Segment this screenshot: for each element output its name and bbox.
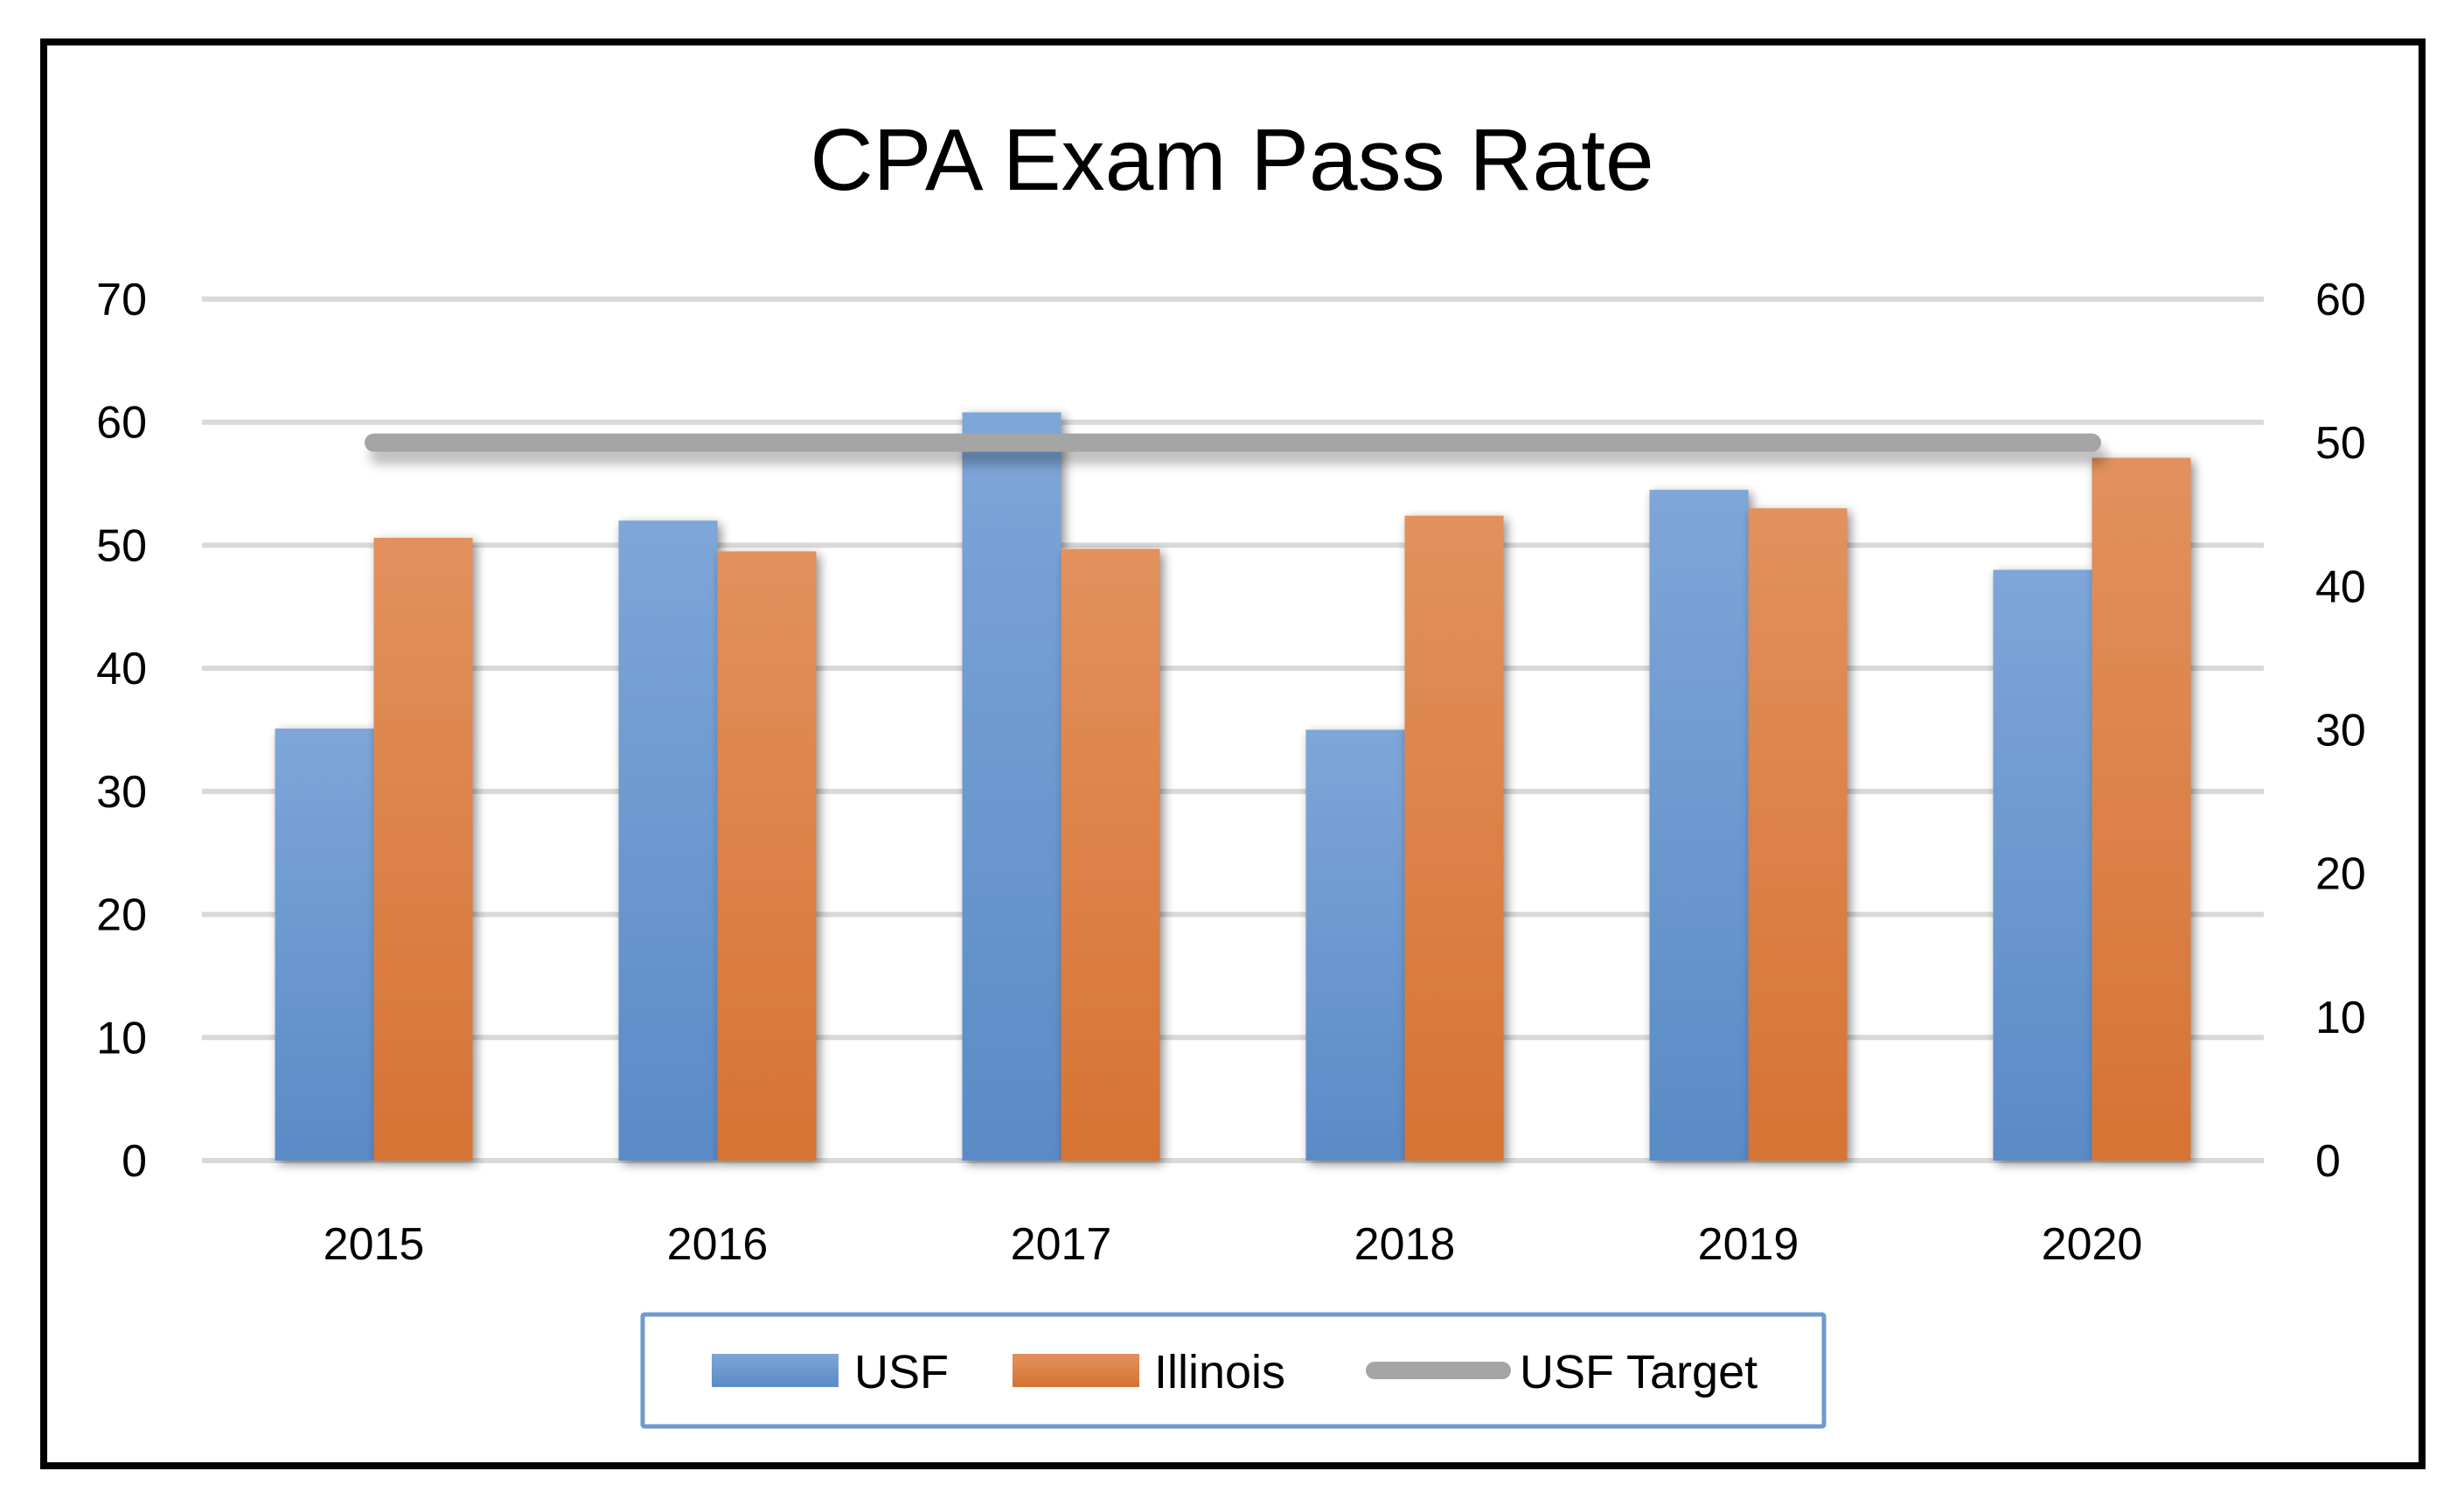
y-tick-label: 60	[96, 398, 147, 449]
y-tick-label: 20	[96, 890, 147, 941]
y-axis-primary: 0 10 20 30 40 50 60 70	[96, 275, 147, 1187]
y2-tick-label: 60	[2315, 275, 2366, 325]
legend-swatch-illinois	[1013, 1354, 1139, 1387]
bar-illinois-2016	[717, 551, 817, 1161]
target-line-series	[365, 433, 2107, 465]
y-tick-label: 40	[96, 644, 147, 694]
bar-usf-2019	[1649, 490, 1749, 1161]
legend-label-usf: USF	[854, 1346, 949, 1398]
y-tick-label: 50	[96, 520, 147, 571]
y-axis-secondary: 0 10 20 30 40 50 60	[2315, 275, 2366, 1187]
y2-tick-label: 50	[2315, 418, 2366, 469]
y2-tick-label: 0	[2315, 1136, 2341, 1187]
legend-entry-usf-target: USF Target	[1366, 1346, 1758, 1398]
bar-usf-2016	[618, 520, 718, 1161]
legend-label-illinois: Illinois	[1154, 1346, 1285, 1398]
chart-title: CPA Exam Pass Rate	[810, 111, 1653, 209]
legend-swatch-usf	[712, 1354, 839, 1387]
y2-tick-label: 10	[2315, 993, 2366, 1043]
x-tick-label: 2016	[667, 1219, 769, 1270]
x-tick-label: 2019	[1698, 1219, 1799, 1270]
bar-illinois-2019	[1748, 508, 1848, 1161]
bar-usf-2015	[275, 729, 374, 1161]
x-tick-label: 2020	[2042, 1219, 2143, 1270]
x-tick-label: 2015	[324, 1219, 425, 1270]
x-tick-label: 2018	[1354, 1219, 1456, 1270]
bar-illinois-2020	[2092, 457, 2191, 1161]
y2-tick-label: 40	[2315, 561, 2366, 612]
bar-usf-2018	[1305, 729, 1405, 1161]
legend-entry-usf: USF	[712, 1346, 949, 1398]
y-tick-label: 0	[122, 1136, 147, 1187]
bars	[275, 412, 2191, 1161]
gridlines	[202, 296, 2264, 1163]
y-tick-label: 10	[96, 1013, 147, 1063]
x-tick-label: 2017	[1011, 1219, 1112, 1270]
bar-illinois-2015	[373, 537, 473, 1161]
bar-usf-2020	[1993, 569, 2092, 1161]
legend: USF Illinois USF Target	[640, 1312, 1827, 1429]
y-tick-label: 70	[96, 275, 147, 325]
bar-usf-2017	[962, 412, 1061, 1161]
legend-entry-illinois: Illinois	[1013, 1346, 1285, 1398]
bar-illinois-2017	[1061, 548, 1160, 1161]
y-tick-label: 30	[96, 767, 147, 818]
y2-tick-label: 30	[2315, 706, 2366, 756]
bar-illinois-2018	[1404, 515, 1504, 1161]
legend-box	[640, 1312, 1827, 1429]
y2-tick-label: 20	[2315, 849, 2366, 900]
x-axis: 2015 2016 2017 2018 2019 2020	[324, 1219, 2143, 1270]
legend-label-usf-target: USF Target	[1520, 1346, 1758, 1398]
